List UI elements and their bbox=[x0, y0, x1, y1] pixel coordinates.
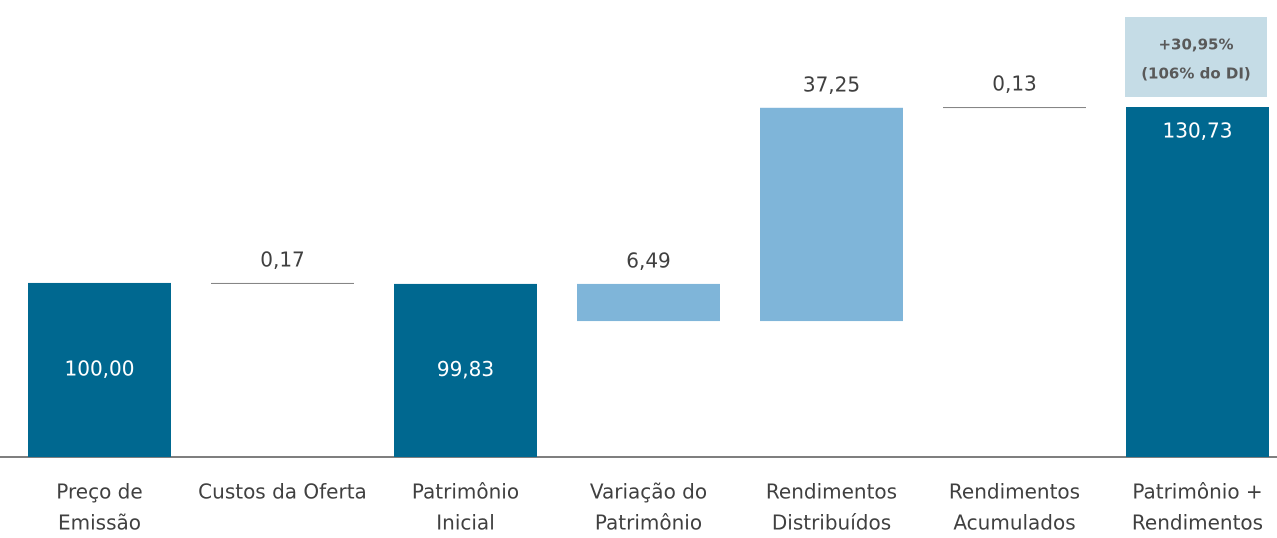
annotation-box bbox=[1125, 17, 1267, 97]
bar bbox=[577, 283, 720, 322]
value-label: 0,17 bbox=[260, 247, 305, 271]
x-tick-label: Patrimônio bbox=[412, 480, 519, 504]
value-label: 37,25 bbox=[803, 72, 860, 96]
x-tick-label: Emissão bbox=[58, 511, 141, 535]
annotation: (106% do DI) bbox=[1141, 65, 1251, 83]
x-tick-label: Rendimentos bbox=[949, 480, 1080, 504]
x-tick-label: Distribuídos bbox=[772, 511, 891, 535]
bar bbox=[211, 282, 354, 284]
bar bbox=[760, 107, 903, 322]
x-tick-label: Rendimentos bbox=[1132, 511, 1263, 535]
bar bbox=[28, 282, 171, 457]
x-tick-label: Preço de bbox=[56, 480, 142, 504]
value-label: 6,49 bbox=[626, 248, 671, 272]
bar bbox=[394, 283, 537, 457]
bar bbox=[1126, 107, 1269, 457]
bar bbox=[943, 107, 1086, 109]
value-label: 100,00 bbox=[65, 356, 135, 380]
value-label: 130,73 bbox=[1163, 119, 1233, 143]
x-tick-label: Rendimentos bbox=[766, 480, 897, 504]
x-tick-label: Variação do bbox=[590, 480, 707, 504]
x-tick-label: Acumulados bbox=[953, 511, 1075, 535]
value-label: 0,13 bbox=[992, 72, 1037, 96]
annotation: +30,95% bbox=[1158, 36, 1233, 54]
value-label: 99,83 bbox=[437, 357, 494, 381]
x-tick-label: Patrimônio bbox=[595, 511, 702, 535]
x-tick-label: Inicial bbox=[436, 511, 495, 535]
x-tick-label: Custos da Oferta bbox=[198, 480, 367, 504]
x-tick-label: Patrimônio + bbox=[1132, 480, 1262, 504]
